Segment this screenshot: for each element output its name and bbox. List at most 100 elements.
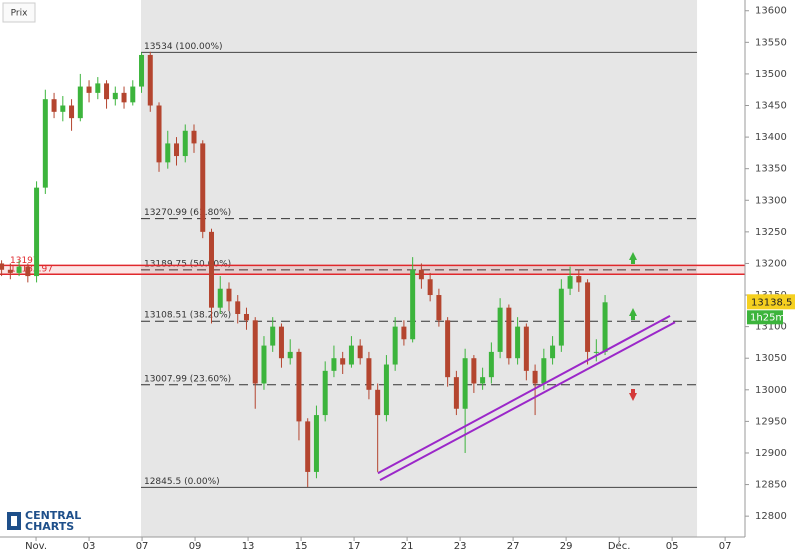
y-tick-label: 13100: [755, 322, 787, 333]
x-tick-label: 03: [83, 541, 96, 552]
candle-body: [313, 415, 319, 472]
y-tick-label: 13450: [755, 101, 787, 112]
candle-body: [296, 351, 302, 422]
x-tick-label: 29: [560, 541, 573, 552]
fib-label: 13189.75 (50.00%): [144, 259, 231, 269]
price-tag: [747, 294, 795, 310]
logo: CENTRAL CHARTS: [7, 509, 81, 533]
retracement-zone: [140, 0, 698, 537]
candle-body: [174, 143, 180, 157]
button-frame[interactable]: [2, 2, 36, 23]
candle-body: [550, 345, 556, 359]
candle-body: [182, 130, 188, 157]
candle-body: [208, 231, 214, 308]
y-tick-label: 13300: [755, 195, 787, 206]
candle-body: [191, 130, 197, 144]
x-tick-label: 07: [719, 541, 732, 552]
logo-text: CHARTS: [25, 520, 74, 533]
candle-body: [392, 326, 398, 365]
countdown-tag: [747, 310, 783, 325]
countdown-label: 1h25m: [750, 312, 785, 323]
y-tick-label: 12950: [755, 416, 787, 427]
candle-body: [453, 377, 459, 409]
candle-body: [523, 326, 529, 371]
signal-up: [629, 252, 637, 264]
fib-label: 13108.51 (38.20%): [144, 311, 231, 321]
candle-body: [340, 358, 346, 365]
candle-body: [410, 269, 416, 340]
candle-body: [77, 86, 83, 119]
y-tick-label: 13350: [755, 164, 787, 175]
y-tick-label: 13600: [755, 6, 787, 17]
candle-body: [532, 370, 538, 384]
background-layer: [140, 0, 698, 537]
candle-body: [357, 345, 363, 359]
candle-body: [217, 288, 223, 308]
candle-body: [348, 345, 354, 365]
candle-body: [445, 320, 451, 378]
candle-body: [42, 99, 48, 188]
candle-body: [488, 351, 494, 378]
candle-body: [165, 143, 171, 163]
x-tick-label: 23: [454, 541, 467, 552]
candle-body: [593, 351, 599, 353]
candle-body: [366, 358, 372, 390]
prix-button[interactable]: Prix: [2, 2, 36, 23]
price-tag-label: 13138.5: [751, 297, 792, 308]
x-tick-label: 17: [348, 541, 361, 552]
candle-body: [305, 421, 311, 472]
logo-text: CENTRAL: [25, 509, 81, 522]
candle-body: [95, 83, 101, 93]
candle-body: [147, 54, 153, 106]
x-tick-label: Nov.: [25, 541, 47, 552]
candle-body: [427, 279, 433, 296]
candle-body: [375, 389, 381, 416]
y-tick-label: 12800: [755, 511, 787, 522]
level-label: 13182.97: [10, 265, 53, 275]
fib-label: 13007.99 (23.60%): [144, 374, 231, 384]
button-label[interactable]: Prix: [11, 9, 28, 19]
x-tick-label: 13: [242, 541, 255, 552]
candle-body: [261, 345, 267, 384]
x-tick-label: Déc.: [608, 540, 631, 552]
logo-icon-inner: [11, 516, 17, 526]
y-tick-label: 13400: [755, 132, 787, 143]
candle-body: [252, 320, 258, 384]
level-label: 13197: [10, 256, 39, 266]
candle-body: [576, 276, 582, 283]
candle-body: [34, 187, 40, 277]
candle-body: [156, 105, 162, 163]
candle-body: [287, 351, 293, 359]
fib-label: 12845.5 (0.00%): [144, 477, 220, 487]
candle-body: [139, 54, 145, 87]
fib-label: 13534 (100.00%): [144, 42, 223, 52]
candle-body: [401, 326, 407, 340]
y-tick-label: 13500: [755, 69, 787, 80]
candle-body: [436, 295, 442, 321]
candle-body: [558, 288, 564, 346]
candle-body: [16, 266, 22, 273]
trendline: [379, 321, 676, 482]
signal-up: [629, 308, 637, 320]
x-tick-label: 07: [136, 541, 149, 552]
candle-body: [471, 358, 477, 384]
candle-body: [0, 263, 5, 270]
candle-body: [480, 377, 486, 384]
candle-body: [51, 99, 57, 112]
x-tick-label: 05: [666, 541, 679, 552]
candle-body: [322, 370, 328, 416]
candle-body: [226, 288, 232, 302]
y-tick-label: 12850: [755, 480, 787, 491]
candle-body: [121, 92, 127, 103]
candle-body: [383, 364, 389, 416]
candle-body: [497, 307, 503, 352]
x-tick-label: 21: [401, 541, 414, 552]
candle-body: [69, 105, 75, 119]
trendline: [377, 315, 671, 475]
candle-body: [25, 266, 31, 277]
candle-body: [462, 358, 468, 409]
y-tick-label: 13200: [755, 258, 787, 269]
candle-body: [567, 276, 573, 289]
y-tick-label: 13050: [755, 353, 787, 364]
